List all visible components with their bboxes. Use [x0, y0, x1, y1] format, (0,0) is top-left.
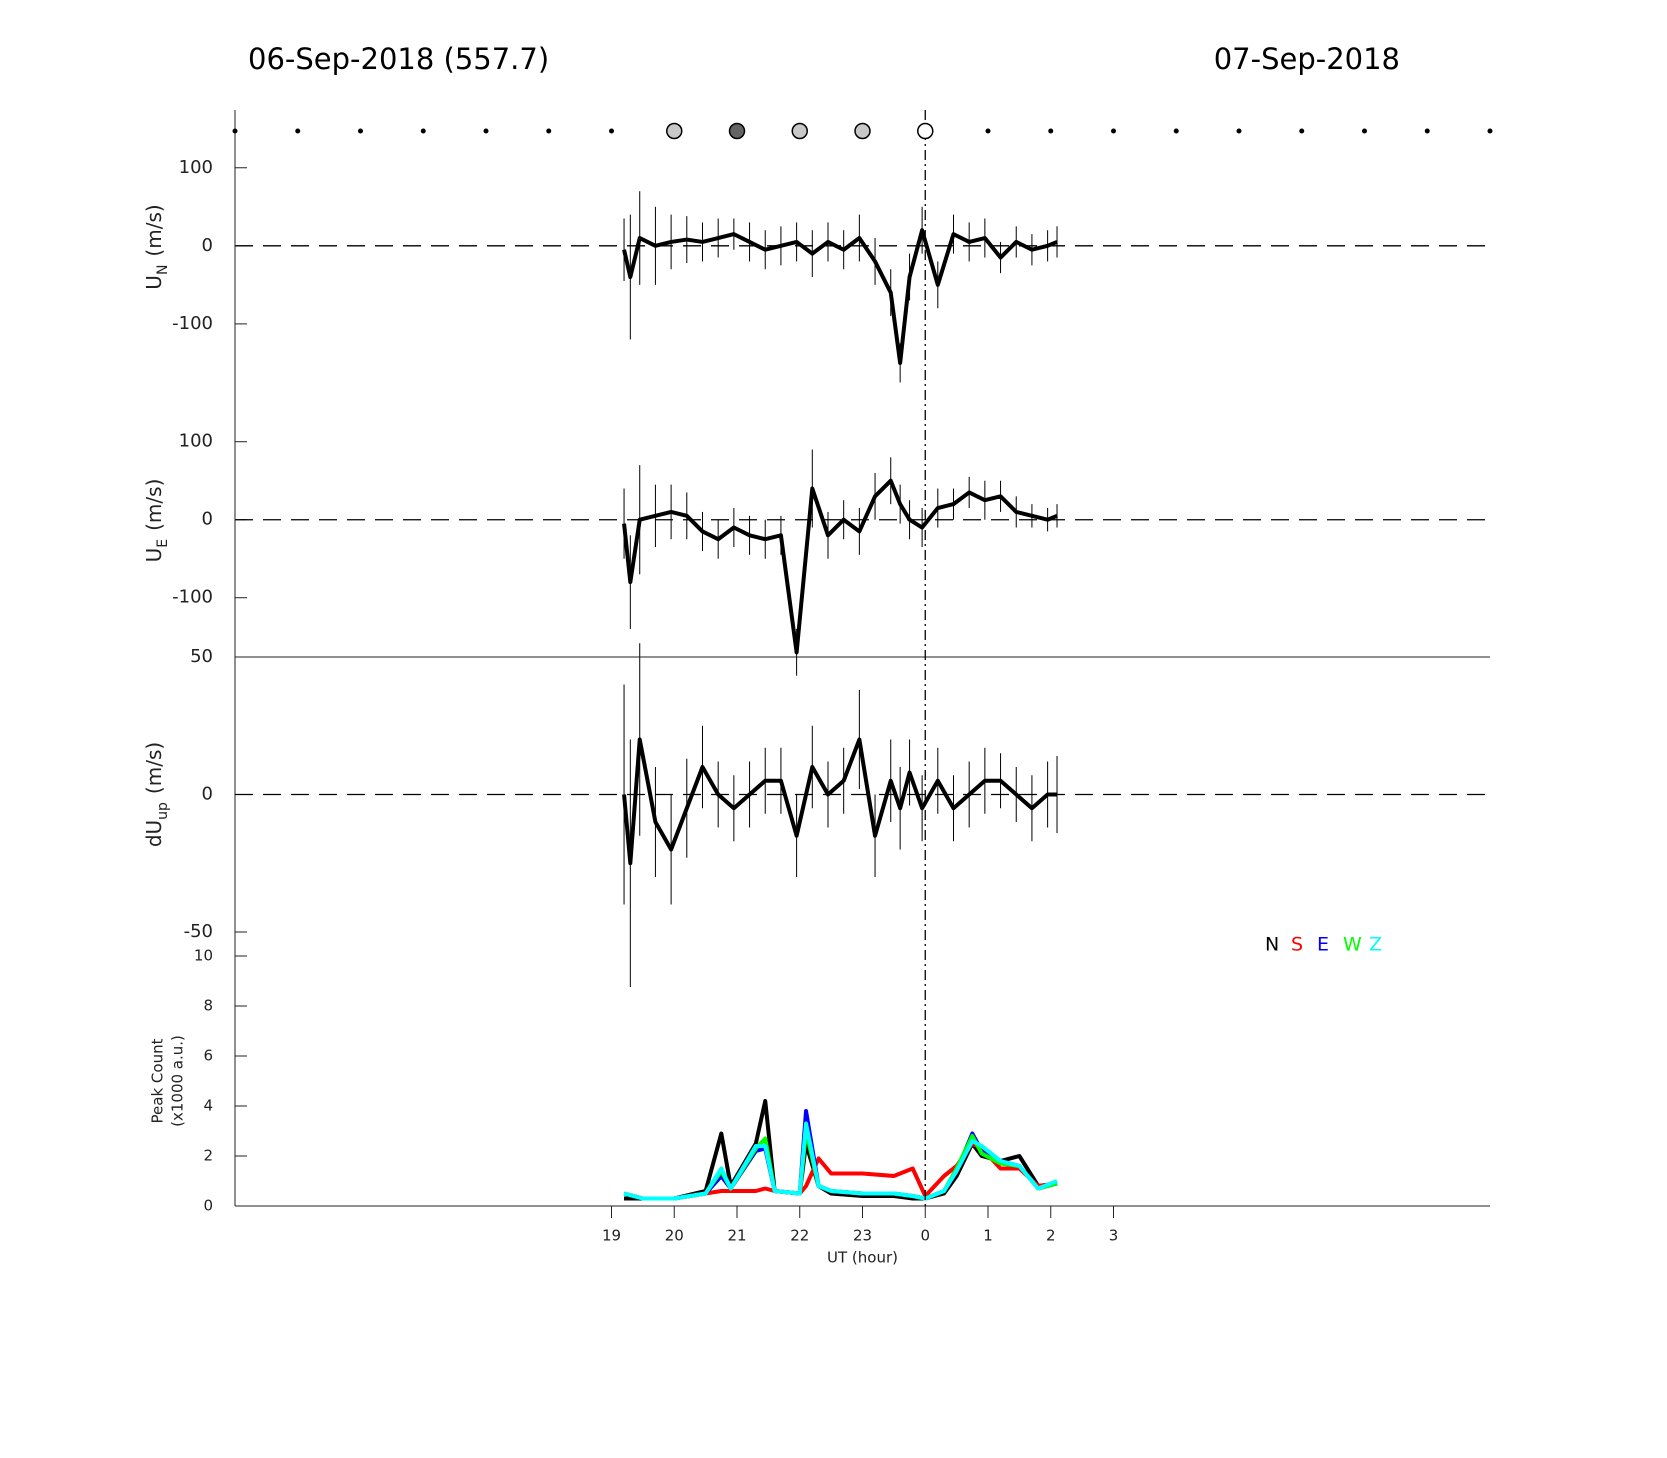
- data-line: [623, 1121, 1058, 1201]
- legend-entry: S: [1291, 934, 1303, 956]
- x-tick-label: 2: [1046, 1227, 1056, 1245]
- sky-dot: [483, 128, 489, 134]
- y-label-sub: E: [155, 539, 171, 548]
- y-label-main: U: [142, 275, 166, 290]
- y-tick-label: 4: [203, 1097, 213, 1115]
- x-tick-label: 19: [602, 1227, 621, 1245]
- y-label-unit: (m/s): [142, 742, 166, 794]
- sky-dot: [1048, 128, 1054, 134]
- y-axis-label: (x1000 a.u.): [169, 1035, 187, 1127]
- y-axis-label: Peak Count: [149, 1038, 167, 1123]
- sky-dot: [1487, 128, 1493, 134]
- y-tick-label: 100: [179, 157, 213, 178]
- y-axis-label: dUup (m/s): [142, 742, 172, 847]
- y-tick-label: 6: [203, 1047, 213, 1065]
- legend-entry: Z: [1369, 934, 1382, 956]
- sky-circle: [791, 122, 808, 140]
- data-line: [622, 737, 1058, 866]
- data-line: [624, 1099, 1058, 1201]
- y-tick-label: 10: [194, 947, 213, 965]
- y-tick-label: 50: [190, 646, 213, 667]
- y-tick-label: -100: [172, 313, 213, 334]
- y-label-unit: (m/s): [142, 204, 166, 256]
- x-tick-label: 22: [790, 1227, 809, 1245]
- sky-dot: [546, 128, 552, 134]
- x-tick-label: 20: [665, 1227, 684, 1245]
- sky-dot: [1299, 128, 1305, 134]
- y-tick-label: 8: [203, 997, 213, 1015]
- sky-dot: [420, 128, 426, 134]
- x-tick-label: 23: [853, 1227, 872, 1245]
- y-tick-label: 0: [203, 1197, 213, 1215]
- chart-title: 06-Sep-2018 (557.7): [248, 42, 549, 76]
- y-label-sub: up: [155, 802, 171, 820]
- y-tick-label: 100: [179, 431, 213, 452]
- sky-circle: [917, 122, 934, 140]
- x-tick-label: 0: [920, 1227, 930, 1245]
- sky-dot: [295, 128, 301, 134]
- y-tick-label: 0: [202, 235, 213, 256]
- sky-dot: [1236, 128, 1242, 134]
- y-axis-label: UN (m/s): [142, 204, 172, 289]
- y-tick-label: -100: [172, 587, 213, 608]
- legend-entry: W: [1343, 934, 1362, 956]
- sky-dot: [985, 128, 991, 134]
- chart-title-right: 07-Sep-2018: [1214, 42, 1400, 76]
- sky-dot: [1173, 128, 1179, 134]
- y-tick-label: 0: [202, 509, 213, 530]
- x-tick-label: 1: [983, 1227, 993, 1245]
- data-line: [622, 228, 1058, 365]
- y-tick-label: 0: [202, 784, 213, 805]
- sky-circle: [666, 122, 683, 140]
- sky-dot: [1111, 128, 1116, 134]
- sky-circle: [728, 122, 746, 140]
- x-tick-label: 3: [1109, 1227, 1119, 1245]
- sky-dot: [232, 128, 238, 134]
- x-tick-label: 21: [727, 1227, 746, 1245]
- sky-dot: [1424, 128, 1430, 134]
- y-tick-label: 2: [203, 1147, 213, 1165]
- sky-dot: [358, 128, 363, 134]
- y-tick-label: -50: [184, 921, 213, 942]
- y-label-main: dU: [142, 820, 166, 847]
- legend-entry: E: [1317, 934, 1329, 956]
- y-axis-label: UE (m/s): [142, 479, 172, 563]
- sky-circle: [854, 122, 871, 140]
- sky-dot: [1362, 128, 1367, 134]
- data-line: [623, 1129, 1058, 1201]
- legend-entry: N: [1265, 934, 1279, 956]
- data-line: [622, 478, 1058, 655]
- y-label-main: U: [142, 548, 166, 563]
- sky-dot: [609, 128, 614, 134]
- y-label-unit: (m/s): [142, 479, 166, 531]
- y-label-sub: N: [155, 265, 171, 275]
- x-axis-label: UT (hour): [827, 1249, 898, 1267]
